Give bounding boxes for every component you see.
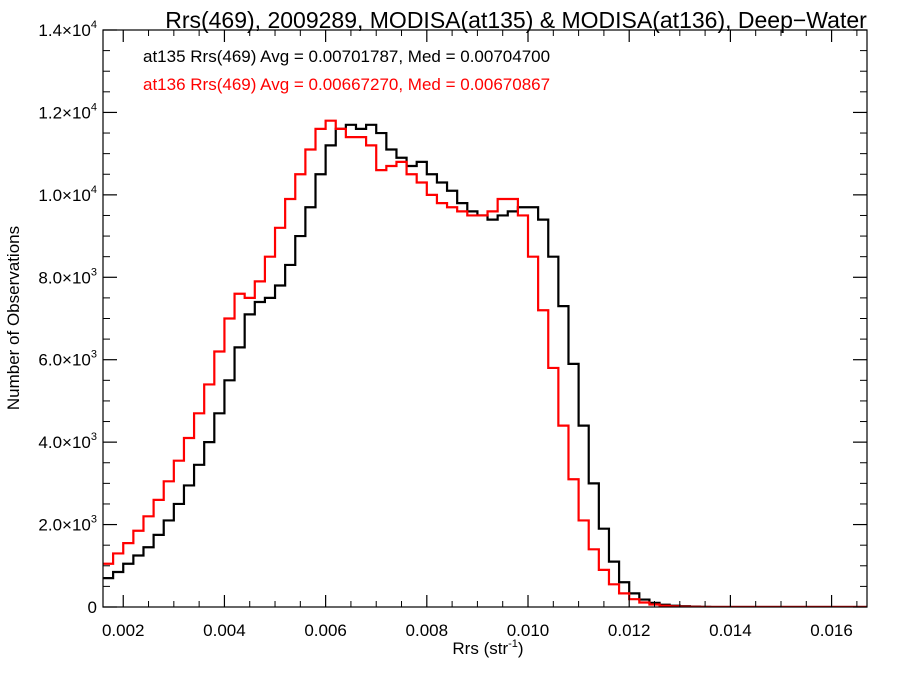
chart-title: Rrs(469), 2009289, MODISA(at135) & MODIS… [165,7,867,33]
series-line-1 [103,123,867,607]
y-tick-label: 1.2×104 [38,101,97,122]
y-tick-label: 1.4×104 [38,19,97,40]
y-tick-label: 8.0×103 [38,266,97,287]
x-tick-label: 0.016 [810,621,853,640]
legend: at135 Rrs(469) Avg = 0.00701787, Med = 0… [143,47,550,94]
x-axis: 0.002 0.004 0.006 0.008 0.010 0.012 0.014 0.016 [102,30,858,640]
plot-frame [102,29,868,608]
x-tick-label: 0.008 [406,621,449,640]
y-tick-label: 1.0×104 [38,184,97,205]
x-tick-label: 0.014 [709,621,752,640]
series-line-2 [103,119,867,607]
x-tick-label: 0.004 [203,621,246,640]
y-tick-label: 6.0×103 [38,349,97,370]
y-axis-label: Number of Observations [4,226,23,410]
x-tick-label: 0.012 [608,621,651,640]
y-axis: 0 2.0×103 4.0×103 6.0×103 8.0×103 1.0×104 1.2×… [38,19,867,617]
x-tick-label: 0.010 [507,621,550,640]
y-tick-label: 4.0×103 [38,431,97,452]
legend-entry-1: at135 Rrs(469) Avg = 0.00701787, Med = 0… [143,47,550,66]
x-tick-label: 0.006 [304,621,347,640]
legend-entry-2: at136 Rrs(469) Avg = 0.00667270, Med = 0… [143,75,550,94]
x-axis-label: Rrs (str-1) [452,638,523,658]
y-tick-label: 0 [88,598,97,617]
x-tick-label: 0.002 [102,621,145,640]
y-tick-label: 2.0×103 [38,514,97,535]
